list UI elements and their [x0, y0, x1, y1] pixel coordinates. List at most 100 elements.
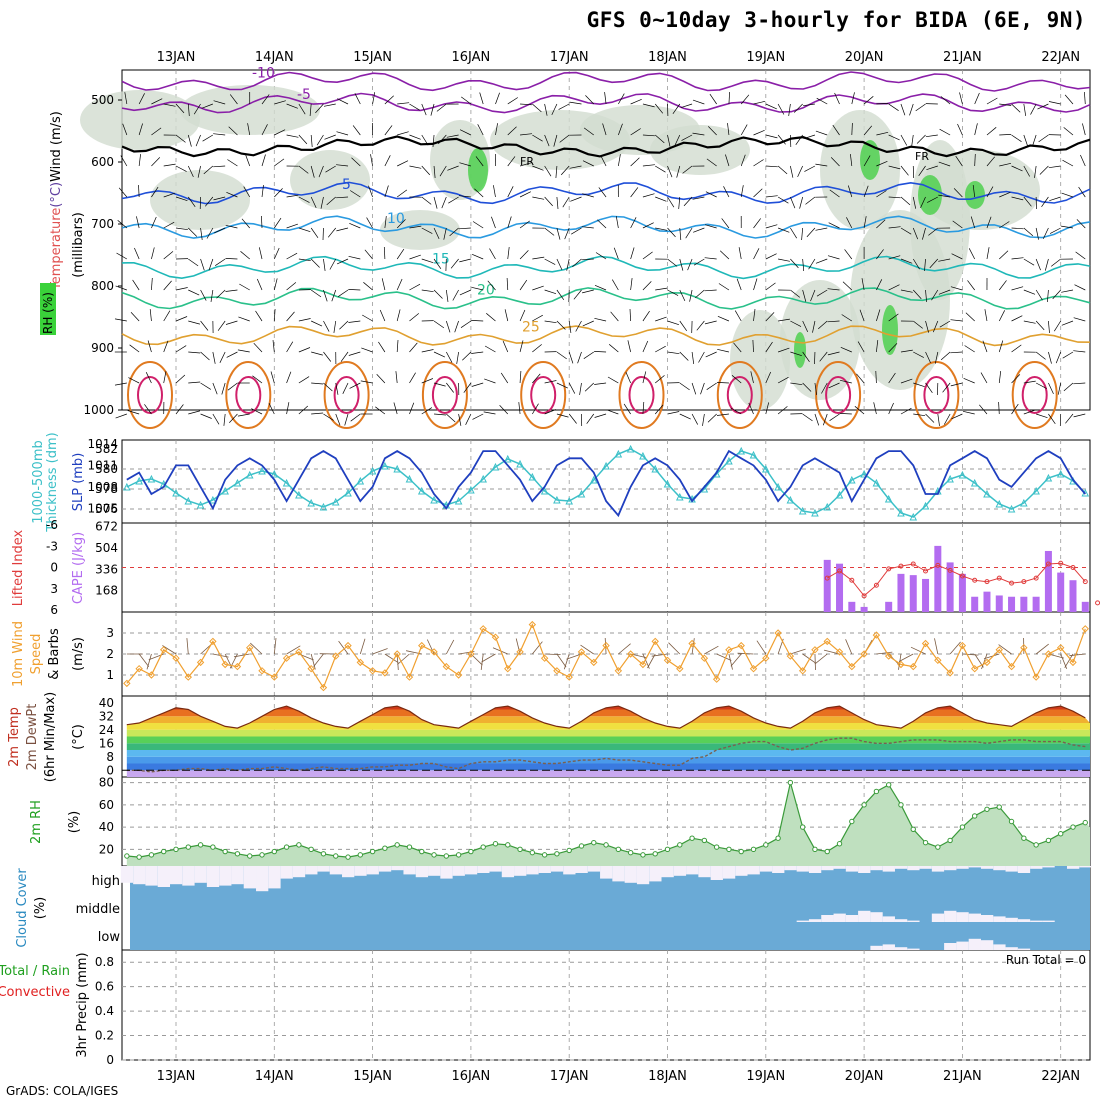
wind-barb: [515, 638, 521, 655]
wind-barb: [691, 413, 699, 425]
thickness-label-2: Thickness (dm): [45, 432, 60, 532]
rh-point: [517, 846, 523, 853]
wind-barb: [777, 347, 790, 353]
wind-barb: [507, 247, 510, 260]
thickness-point: [516, 459, 524, 468]
wind-barb: [1048, 165, 1061, 169]
rh-point: [578, 843, 585, 849]
ytick-label-rh: 40: [99, 820, 114, 834]
thickness-point: [135, 476, 143, 485]
wind-barb: [336, 131, 349, 136]
rh-point: [836, 841, 843, 847]
rh-point: [799, 824, 806, 830]
wind-barb: [551, 103, 558, 116]
li-point: [959, 573, 965, 579]
rh-point: [566, 847, 572, 854]
temp-bands: [126, 706, 1090, 777]
wind-speed-point: [590, 658, 598, 667]
wind-barb: [924, 258, 926, 272]
wind-barb: [336, 196, 349, 199]
thickness-point: [331, 497, 340, 506]
wind-barb: [340, 351, 349, 362]
wind-barb: [202, 134, 214, 142]
cloud-bar: [280, 866, 293, 879]
wind-barb: [274, 158, 285, 167]
wind-barb: [409, 402, 415, 415]
wind-barb: [629, 308, 631, 322]
wind-barb: [470, 653, 483, 666]
wind-barb: [733, 342, 742, 353]
wind-barb: [888, 343, 898, 353]
temp-contour-loop: [323, 361, 370, 429]
cape-bar: [1081, 601, 1089, 612]
wind-barb: [261, 124, 268, 136]
wind-barb: [138, 184, 140, 198]
cloud-bar: [1005, 917, 1018, 922]
wind-barb: [409, 342, 418, 353]
temp-band: [126, 709, 1090, 717]
wind-barb: [362, 314, 373, 322]
wind-barb: [829, 413, 840, 421]
wind-barb: [823, 649, 840, 655]
wind-barb: [449, 227, 459, 237]
wind-barb: [604, 92, 607, 105]
wind-barb: [205, 196, 214, 207]
wind-barb: [175, 374, 186, 384]
cloud-bar: [428, 866, 441, 876]
ytick-label-precip: 0.2: [95, 1029, 114, 1043]
wind-barb: [261, 185, 264, 198]
wind-barb: [681, 134, 693, 141]
wind-barb: [727, 123, 730, 136]
wind-barb: [900, 289, 913, 293]
wind-barb: [458, 413, 462, 426]
wind-barb: [845, 639, 853, 655]
wind-barb: [274, 217, 282, 229]
wind-barb: [556, 227, 561, 240]
ytick-label-pressure: 500: [91, 93, 114, 107]
wind-barb: [840, 346, 852, 353]
wind-barb: [396, 309, 401, 322]
wind-barb: [519, 340, 524, 353]
wind-barb: [1084, 91, 1086, 105]
cape-bar: [909, 575, 917, 612]
temp-band: [126, 770, 1090, 777]
wind-speed-point: [209, 637, 217, 646]
wind-barb: [955, 155, 963, 167]
wind-barb: [876, 279, 883, 291]
wind-speed-point: [1056, 643, 1065, 652]
wind-speed-point: [970, 664, 979, 673]
cloud-bar: [133, 866, 146, 885]
wind-speed-point: [196, 658, 205, 667]
wind-barb: [630, 278, 633, 291]
wind-barb: [983, 653, 1000, 660]
wind-barb: [790, 648, 806, 655]
wind-barb: [1030, 103, 1037, 115]
wind-barb: [200, 351, 210, 361]
ytick-label-temp: 0: [106, 763, 114, 777]
wind-barb: [704, 645, 719, 655]
wind-barb: [163, 371, 167, 384]
cloud-bar: [317, 866, 330, 872]
wind-barb: [821, 382, 828, 394]
wind-barb: [544, 380, 557, 384]
wind-barb: [594, 382, 607, 385]
wind-barb: [569, 101, 582, 105]
wind-barb: [765, 103, 777, 110]
freezing-level-label: FR: [520, 155, 534, 168]
cloud-bar: [968, 938, 981, 950]
li-point: [972, 577, 978, 583]
rh-point: [726, 846, 732, 853]
wind-barb: [667, 351, 680, 355]
wind-speed-point: [577, 648, 586, 656]
date-label-bottom: 17JAN: [550, 1069, 589, 1084]
wind-barb: [667, 258, 678, 267]
wind-speed-point: [467, 650, 475, 658]
wind-barb: [1023, 380, 1036, 384]
wind-speed-point: [811, 646, 819, 654]
li-point: [1095, 600, 1100, 606]
wind-barb: [839, 413, 852, 415]
wind-barb: [721, 218, 730, 229]
wind-barb: [627, 340, 631, 353]
wind-barb: [138, 653, 150, 668]
wind-barb: [452, 289, 459, 301]
